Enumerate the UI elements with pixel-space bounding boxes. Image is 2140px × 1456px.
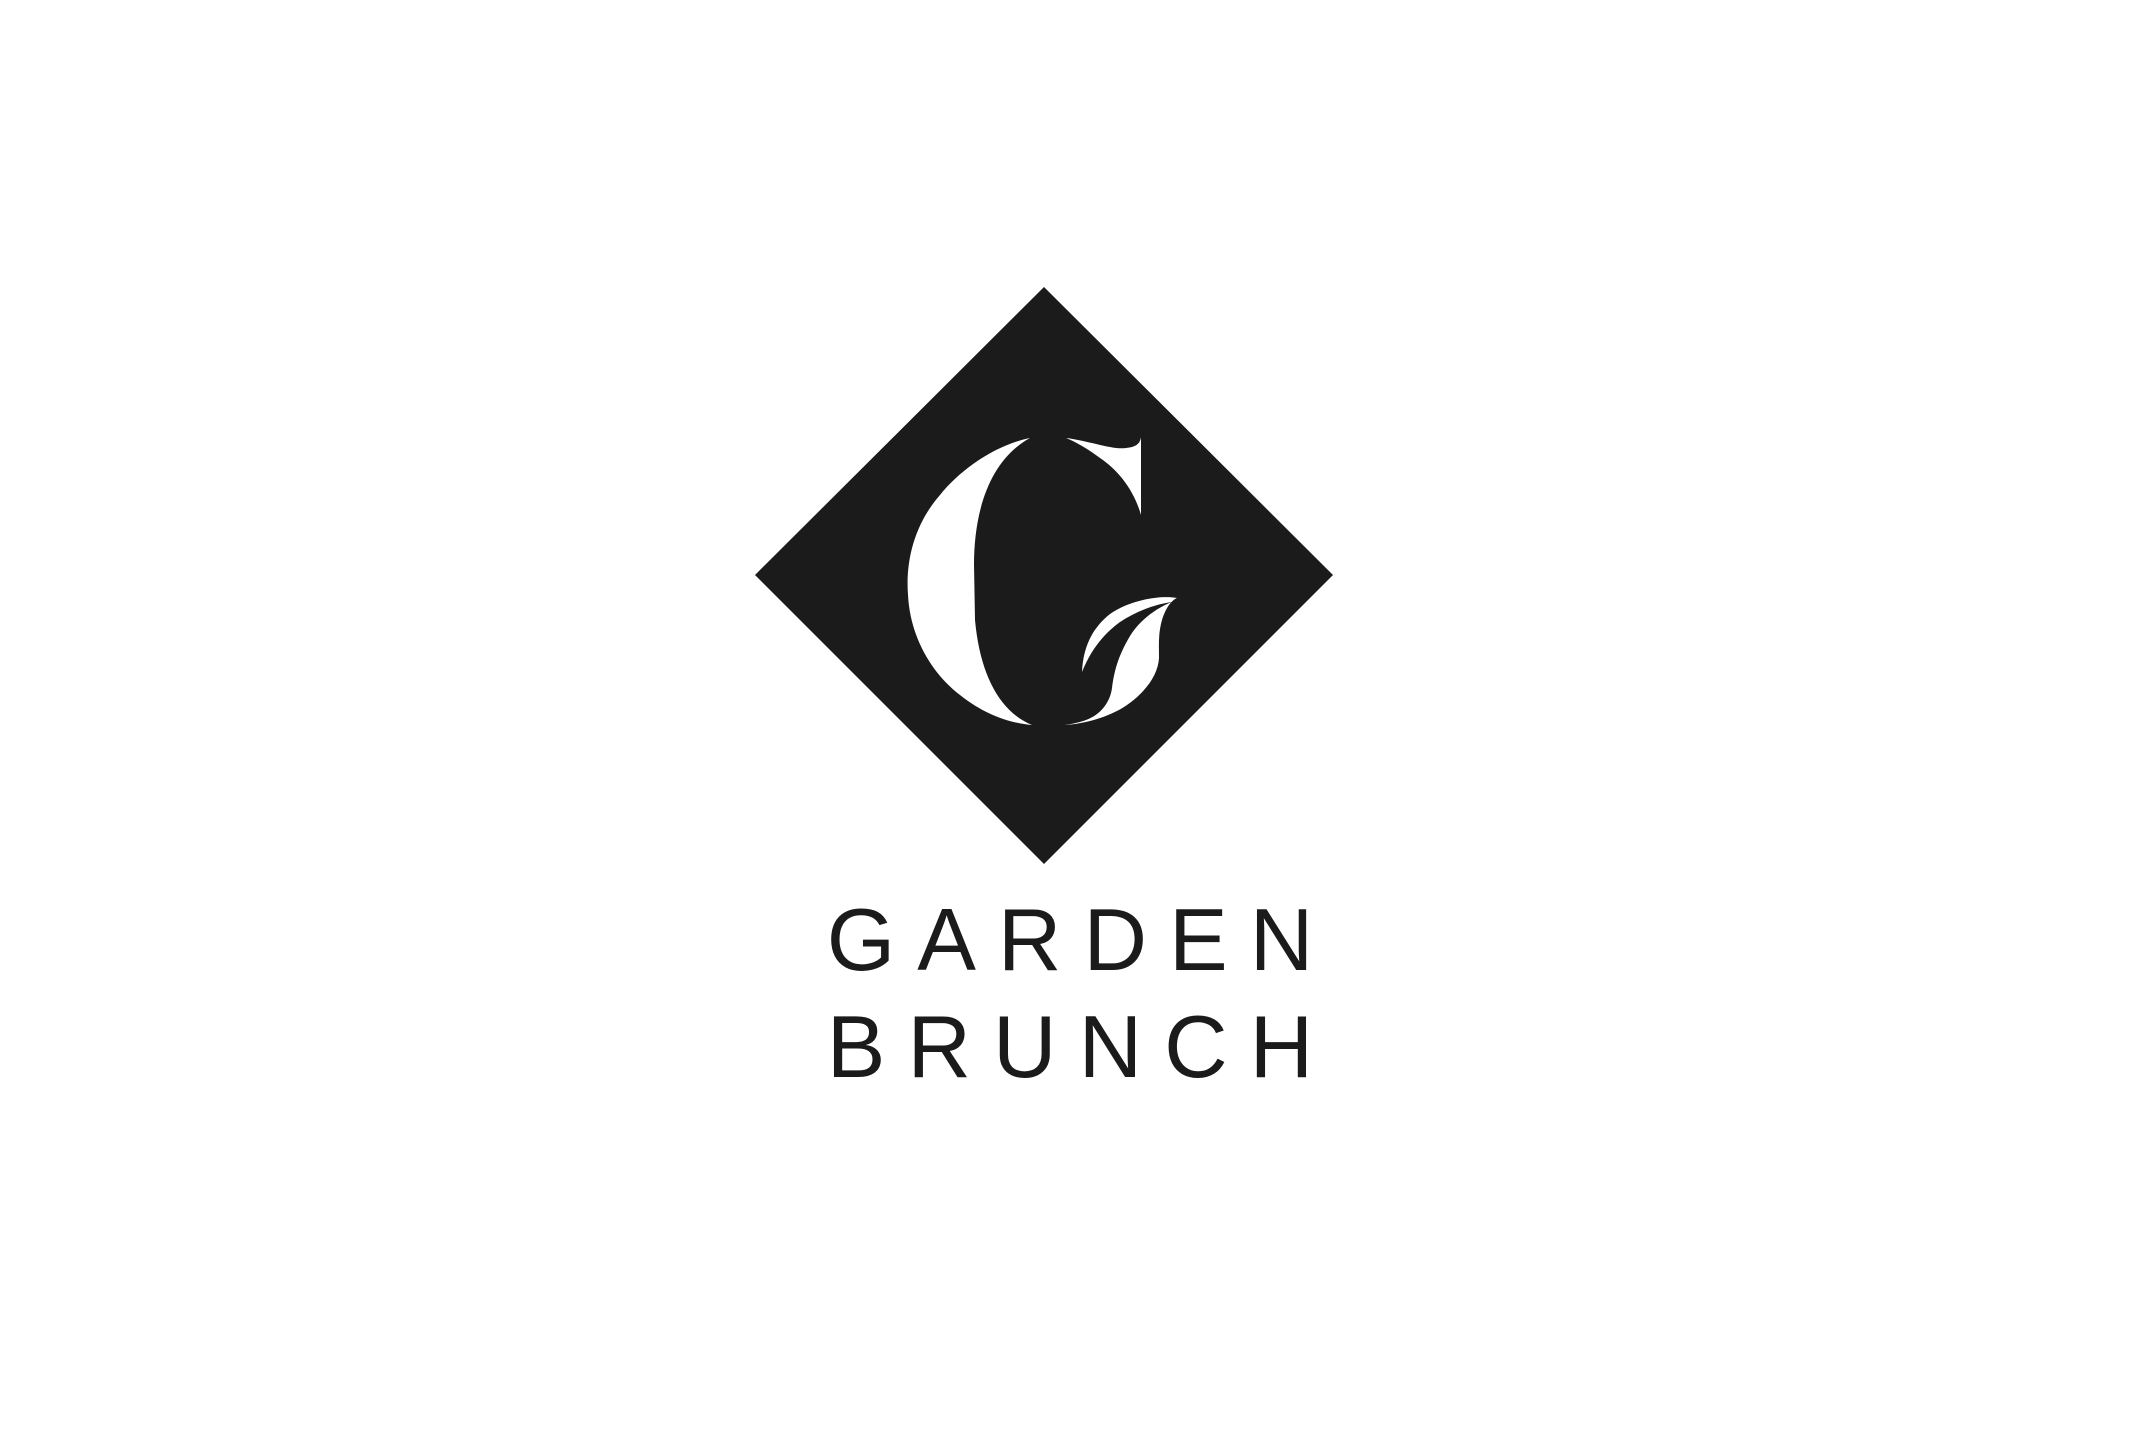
diamond-emblem	[755, 287, 1333, 864]
g-letter-leaf-spur	[1064, 597, 1177, 725]
g-letter-bowl	[907, 438, 1032, 725]
wordmark-line-brunch: BRUNCH	[826, 997, 1336, 1096]
wordmark-line-garden: GARDEN	[826, 890, 1336, 989]
g-letter-top-terminal	[1066, 437, 1141, 515]
